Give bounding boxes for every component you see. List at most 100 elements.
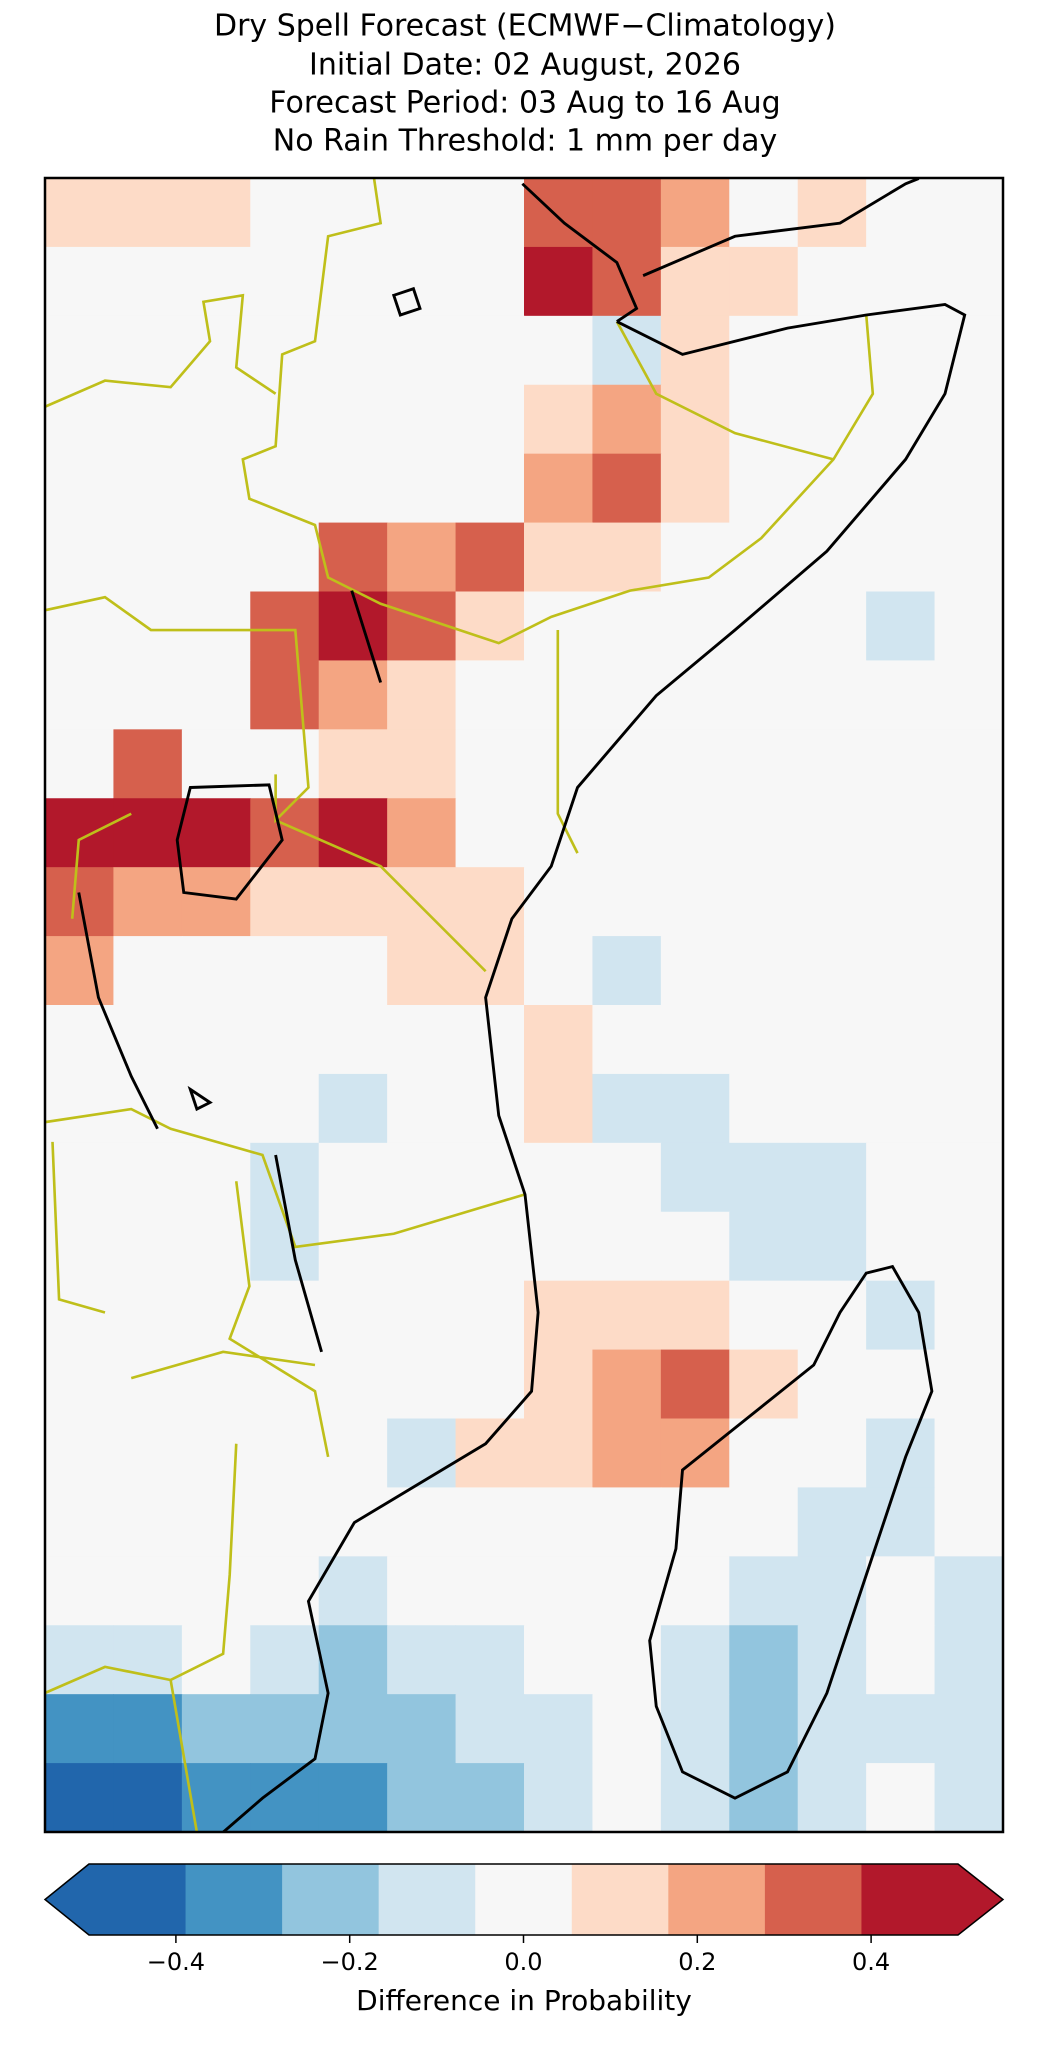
grid-cell (729, 729, 799, 799)
grid-cell (455, 453, 525, 524)
grid-cell (181, 178, 251, 248)
grid-cell (250, 591, 320, 662)
grid-cell (660, 522, 730, 593)
grid-cell (181, 246, 251, 317)
grid-cell (455, 1349, 525, 1420)
colorbar-frame (43, 1863, 1005, 1936)
grid-cell (866, 246, 936, 317)
grid-cell (387, 1763, 457, 1832)
grid-cell (729, 660, 799, 730)
grid-cell (45, 522, 115, 593)
grid-cell (250, 178, 320, 248)
grid-cell (592, 178, 662, 248)
grid-cell (934, 1625, 1003, 1695)
grid-cell (455, 1418, 525, 1489)
border (45, 178, 875, 1832)
grid-cell (45, 798, 115, 868)
grid-cell (181, 1625, 251, 1695)
grid-cell (934, 867, 1003, 937)
grid-cell (181, 936, 251, 1006)
grid-cell (45, 178, 115, 248)
grid-cell (934, 1763, 1003, 1832)
grid-cell (660, 1280, 730, 1351)
grid-cell (250, 660, 320, 730)
grid-cell (934, 453, 1003, 524)
grid-cell (934, 660, 1003, 730)
grid-cell (250, 315, 320, 386)
grid-cell (934, 1211, 1003, 1282)
grid-cell (660, 1073, 730, 1144)
grid-cell (729, 453, 799, 524)
grid-cell (113, 384, 183, 455)
grid-cell (866, 1763, 936, 1832)
grid-cell (866, 798, 936, 868)
grid-cell (113, 1142, 183, 1213)
colorbar-swatch (571, 1864, 669, 1935)
grid-cell (660, 1487, 730, 1557)
grid-cell (797, 1556, 867, 1626)
grid-cell (45, 1487, 115, 1557)
grid-cell (660, 1211, 730, 1282)
grid-cell (797, 246, 867, 317)
grid-cell (660, 936, 730, 1006)
grid-cell (318, 1763, 388, 1832)
grid-cell (387, 315, 457, 386)
grid-cell (524, 1418, 594, 1489)
grid-cell (934, 1556, 1003, 1626)
grid-cell (387, 867, 457, 937)
grid-cell (181, 591, 251, 662)
grid-cell (934, 1349, 1003, 1420)
grid-cell (45, 729, 115, 799)
grid-cell (934, 384, 1003, 455)
grid-cell (181, 1694, 251, 1764)
grid-cell (250, 867, 320, 937)
grid-cell (866, 1280, 936, 1351)
grid-cell (113, 867, 183, 937)
grid-cell (592, 936, 662, 1006)
grid-cell (524, 1073, 594, 1144)
map-lines (45, 178, 967, 1832)
grid-cell (387, 1073, 457, 1144)
grid-cell (455, 1763, 525, 1832)
grid-cell (387, 178, 457, 248)
grid-cell (455, 1211, 525, 1282)
grid-cell (934, 798, 1003, 868)
grid-cell (660, 867, 730, 937)
grid-cell (250, 1073, 320, 1144)
grid-cell (866, 1073, 936, 1144)
grid-cell (934, 1142, 1003, 1213)
grid-cell (318, 522, 388, 593)
colorbar-tick-label: 0.2 (678, 1948, 716, 1976)
grid-cell (455, 1142, 525, 1213)
grid-cell (660, 1556, 730, 1626)
grid-cell (318, 1556, 388, 1626)
grid-cell (113, 1556, 183, 1626)
grid-cell (592, 246, 662, 317)
grid-cell (592, 1694, 662, 1764)
grid-cell (729, 522, 799, 593)
grid-cell (318, 798, 388, 868)
grid-cell (455, 798, 525, 868)
grid-cell (660, 798, 730, 868)
grid-cell (455, 591, 525, 662)
title-line: No Rain Threshold: 1 mm per day (273, 124, 777, 159)
grid-cell (250, 1280, 320, 1351)
grid-cell (387, 1142, 457, 1213)
grid-cell (387, 1694, 457, 1764)
grid-cell (866, 1694, 936, 1764)
grid-cell (455, 1073, 525, 1144)
grid-cell (866, 1349, 936, 1420)
grid-cell (729, 1142, 799, 1213)
grid-cell (934, 1073, 1003, 1144)
grid-cell (318, 453, 388, 524)
grid-cell (45, 1280, 115, 1351)
grid-cell (729, 1418, 799, 1489)
grid-cell (113, 729, 183, 799)
grid-cell (318, 936, 388, 1006)
grid-cell (866, 729, 936, 799)
grid-cell (934, 1694, 1003, 1764)
lake (77, 286, 422, 1353)
grid-cell (45, 1073, 115, 1144)
grid-cell (113, 315, 183, 386)
